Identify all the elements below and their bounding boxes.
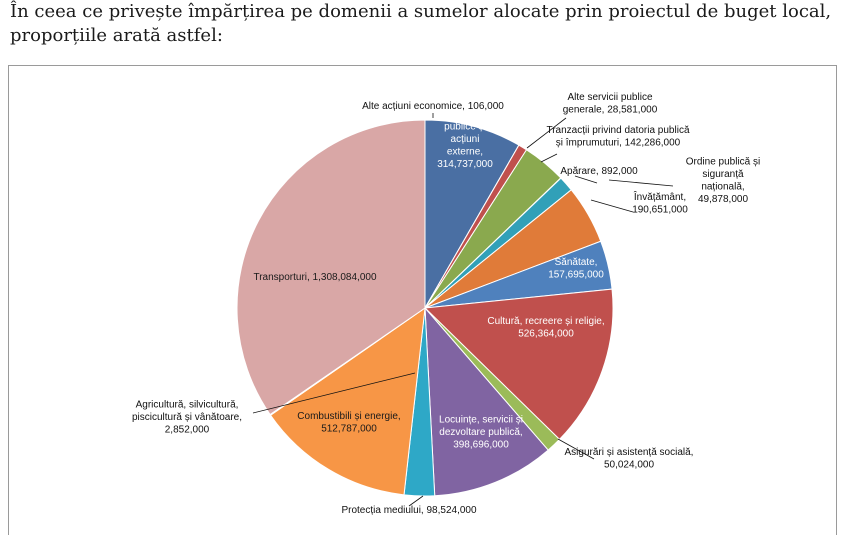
intro-line-2: proporțiile arată astfel: xyxy=(10,25,223,46)
slice-label: Autorități publice și acțiuni externe, 314,7… xyxy=(437,109,493,170)
leader-line xyxy=(408,495,424,507)
slice-label: Ordine publică și siguranță națională, 49,8… xyxy=(686,156,760,205)
chart-frame: Autorități publice și acțiuni externe, 314,7… xyxy=(8,65,837,535)
slice-label: Apărare, 892,000 xyxy=(560,166,638,177)
slice-label: Sănătate, 157,695,000 xyxy=(548,257,604,281)
leader-line xyxy=(590,199,634,213)
intro-line-1: În ceea ce privește împărțirea pe domeni… xyxy=(10,1,832,22)
slice-label: Agricultură, silvicultură, piscicultură ș… xyxy=(132,400,242,436)
slice-label: Asigurări și asistență socială, 50,024,00… xyxy=(565,447,694,471)
pie-slice xyxy=(423,288,614,441)
pie-slice xyxy=(424,119,520,310)
slice-label: Alte acțiuni economice, 106,000 xyxy=(362,101,504,112)
leader-line xyxy=(557,438,595,460)
leader-line xyxy=(526,117,567,149)
slice-label: Alte servicii publice generale, 28,581,00… xyxy=(563,92,658,116)
pie-slice xyxy=(269,306,426,496)
pie-slice xyxy=(424,306,549,497)
slice-label: Protecția mediului, 98,524,000 xyxy=(341,505,477,516)
slice-label: Locuințe, servicii și dezvoltare publică,… xyxy=(439,415,523,451)
leader-line xyxy=(540,153,558,163)
pie-chart: Autorități publice și acțiuni externe, 314,7… xyxy=(132,92,760,516)
slice-label: Cultură, recreere și religie, 526,364,000 xyxy=(487,316,604,340)
leader-line xyxy=(574,175,598,184)
slice-label: Tranzacții privind datoria publică și împ… xyxy=(546,125,689,149)
slice-label: Transporturi, 1,308,084,000 xyxy=(253,272,376,283)
slice-label: Învățământ, 190,651,000 xyxy=(632,190,688,216)
leader-line xyxy=(252,372,416,414)
leader-line xyxy=(608,179,674,187)
slice-label: Combustibili și energie, 512,787,000 xyxy=(297,411,400,435)
pie-slice xyxy=(236,119,426,416)
intro-paragraph: În ceea ce privește împărțirea pe domeni… xyxy=(10,0,850,48)
